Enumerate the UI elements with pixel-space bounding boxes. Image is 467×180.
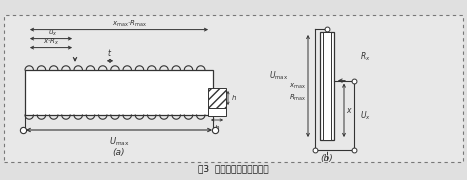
Text: $U_x$: $U_x$ — [360, 109, 371, 122]
Text: $b$: $b$ — [214, 123, 220, 132]
Bar — [208, 88, 226, 108]
Text: 图3  线性线绕电位器示意图: 图3 线性线绕电位器示意图 — [198, 165, 269, 174]
Bar — [320, 32, 334, 140]
Text: $U_{\mathrm{max}}$: $U_{\mathrm{max}}$ — [269, 70, 288, 82]
Bar — [323, 32, 331, 140]
Text: $u_x$: $u_x$ — [48, 28, 58, 38]
Text: $h$: $h$ — [231, 93, 237, 102]
Text: $t$: $t$ — [107, 47, 113, 58]
Text: $R_{\mathrm{max}}$: $R_{\mathrm{max}}$ — [289, 93, 306, 103]
Text: $R_x$: $R_x$ — [360, 50, 370, 62]
Bar — [4, 15, 463, 162]
Text: $x_{\mathrm{max}}$: $x_{\mathrm{max}}$ — [289, 81, 306, 91]
Text: $x_{\mathrm{max}}{\cdot}R_{\mathrm{max}}$: $x_{\mathrm{max}}{\cdot}R_{\mathrm{max}}… — [112, 18, 146, 29]
Text: (b): (b) — [321, 154, 333, 163]
Text: $x$: $x$ — [346, 106, 353, 115]
Bar — [25, 70, 213, 115]
Text: $x{\cdot}R_x$: $x{\cdot}R_x$ — [43, 36, 59, 47]
Text: $U_{\mathrm{max}}$: $U_{\mathrm{max}}$ — [109, 135, 129, 147]
Text: (a): (a) — [113, 147, 125, 156]
Bar — [208, 108, 226, 116]
